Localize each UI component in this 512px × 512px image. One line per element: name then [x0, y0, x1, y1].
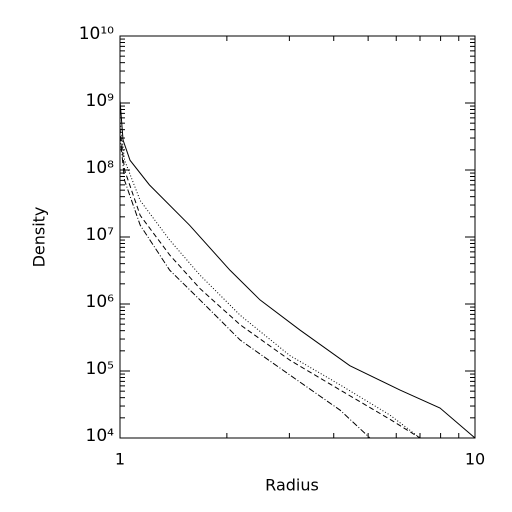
- y-tick-label: 10⁹: [86, 91, 115, 111]
- y-tick-label: 10⁷: [86, 225, 115, 245]
- y-tick-label: 10⁴: [86, 426, 115, 446]
- data-line: [119, 119, 421, 439]
- y-axis-label: Density: [30, 207, 49, 268]
- x-tick-label: 10: [465, 450, 485, 469]
- y-tick-label: 10⁵: [86, 359, 114, 379]
- y-tick-label: 10¹⁰: [79, 24, 114, 44]
- y-tick-label: 10⁸: [86, 158, 115, 178]
- x-tick-label: 1: [115, 450, 125, 469]
- x-axis-label: Radius: [265, 476, 319, 495]
- y-tick-label: 10⁶: [86, 292, 115, 312]
- data-line: [119, 128, 421, 439]
- data-line: [119, 100, 476, 439]
- data-line: [119, 135, 371, 439]
- plot-frame: [119, 35, 476, 439]
